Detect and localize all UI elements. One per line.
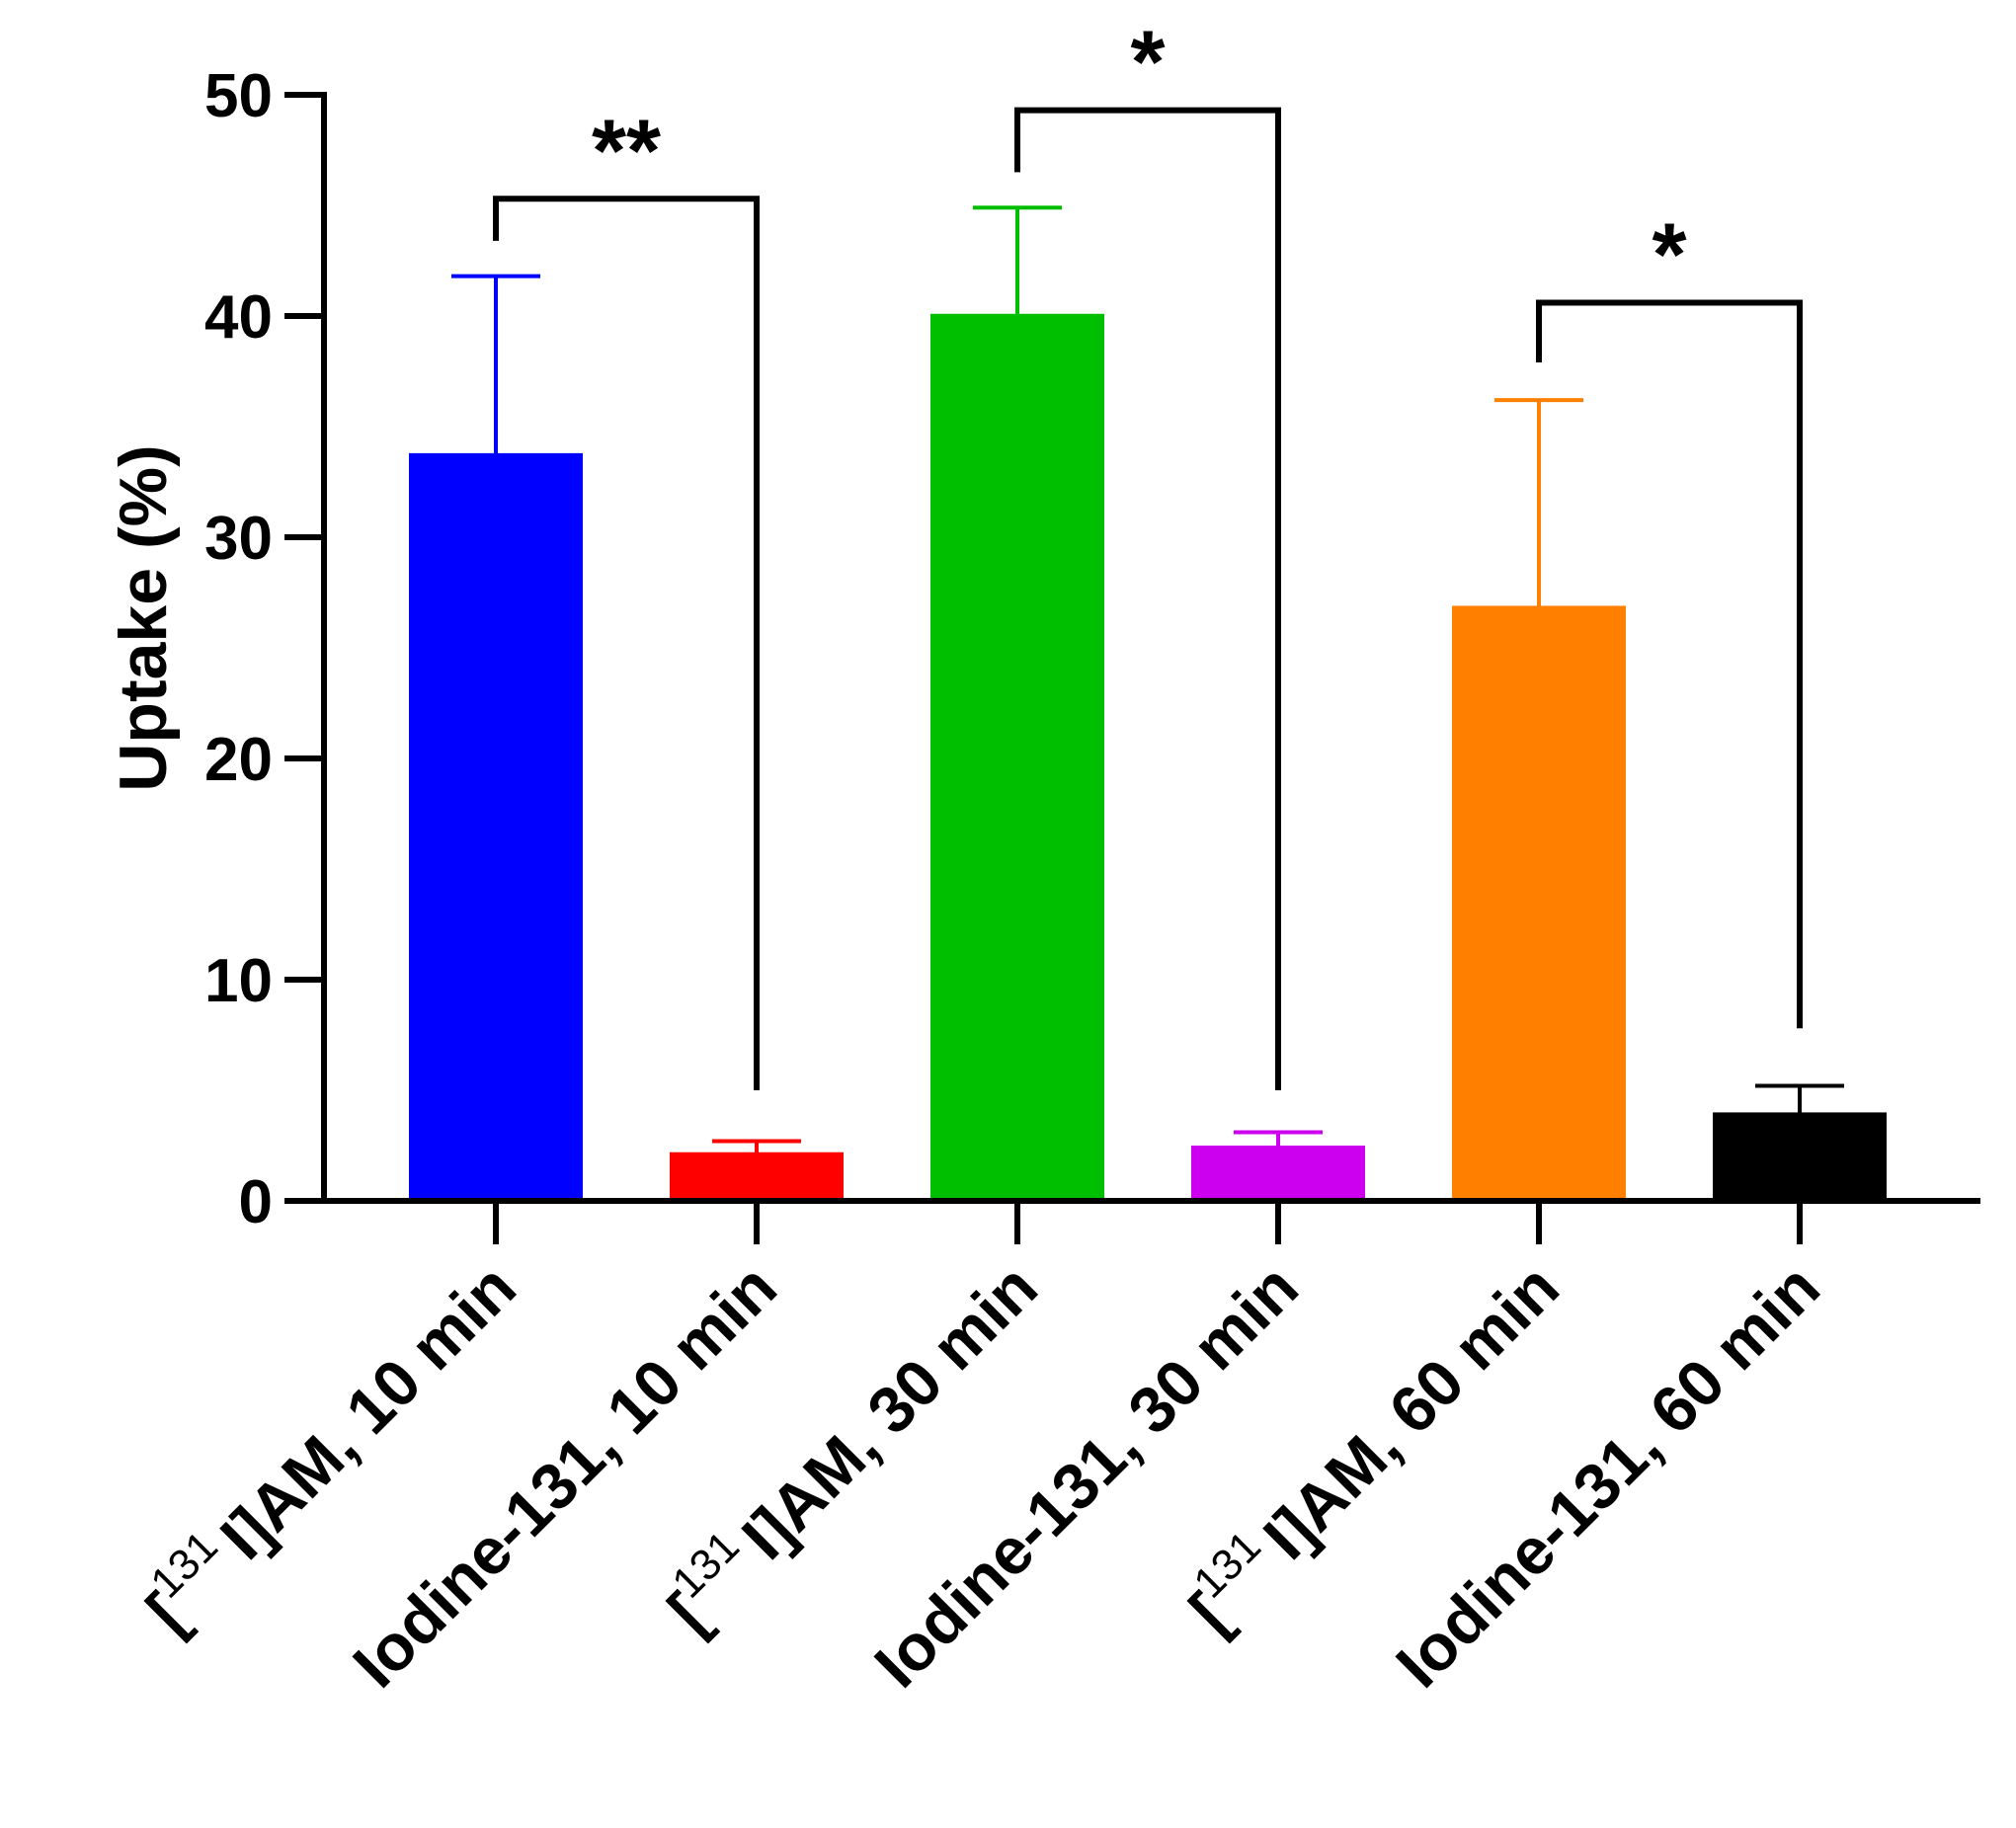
significance-label: * — [1652, 206, 1686, 305]
y-tick-label: 30 — [204, 505, 273, 573]
bar — [1713, 1112, 1887, 1201]
x-tick-label: Iodine-131, 10 min — [339, 1250, 790, 1702]
significance-bracket — [493, 196, 760, 1090]
y-tick-label: 0 — [239, 1168, 273, 1236]
axes-group — [321, 92, 1980, 1204]
error-bars-group — [451, 205, 1844, 1162]
significance-brackets-group: **** — [493, 14, 1803, 1090]
significance-bracket — [1536, 299, 1803, 1029]
y-tick-label: 40 — [204, 283, 273, 352]
x-tick-label: Iodine-131, 60 min — [1382, 1250, 1833, 1702]
significance-label: * — [1130, 14, 1165, 113]
bar — [1452, 605, 1626, 1201]
y-tick-label: 20 — [204, 726, 273, 794]
y-tick-label: 50 — [204, 62, 273, 130]
significance-label: ** — [592, 102, 661, 200]
y-ticks-group: 0 10 20 30 40 50 — [204, 62, 324, 1236]
bars-group — [409, 313, 1887, 1201]
bar — [409, 452, 583, 1201]
y-tick-label: 10 — [204, 947, 273, 1015]
x-tick-label: Iodine-131, 30 min — [860, 1250, 1312, 1702]
significance-bracket — [1014, 107, 1281, 1090]
y-axis-title: Uptake (%) — [106, 444, 181, 791]
bar — [930, 313, 1104, 1201]
